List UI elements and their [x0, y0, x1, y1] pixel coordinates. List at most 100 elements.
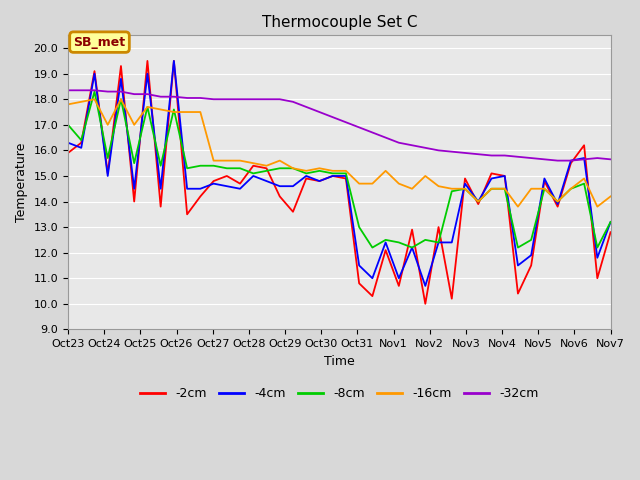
- -4cm: [342, 173, 349, 179]
- -4cm: [64, 140, 72, 145]
- -16cm: [250, 160, 257, 166]
- -2cm: [382, 247, 390, 253]
- -2cm: [210, 178, 218, 184]
- -4cm: [250, 173, 257, 179]
- -32cm: [541, 156, 548, 162]
- -32cm: [157, 94, 164, 99]
- -16cm: [157, 107, 164, 112]
- -16cm: [236, 158, 244, 164]
- -32cm: [223, 96, 230, 102]
- -2cm: [355, 280, 363, 286]
- -16cm: [223, 158, 230, 164]
- -8cm: [461, 186, 469, 192]
- Y-axis label: Temperature: Temperature: [15, 143, 28, 222]
- -8cm: [183, 166, 191, 171]
- -2cm: [369, 293, 376, 299]
- -2cm: [501, 173, 509, 179]
- -4cm: [104, 173, 111, 179]
- -2cm: [435, 224, 442, 230]
- -8cm: [77, 137, 85, 143]
- -16cm: [474, 199, 482, 204]
- -16cm: [104, 122, 111, 128]
- -8cm: [276, 166, 284, 171]
- -8cm: [104, 155, 111, 161]
- -8cm: [474, 199, 482, 204]
- -2cm: [514, 291, 522, 297]
- -8cm: [369, 245, 376, 251]
- -8cm: [422, 237, 429, 243]
- -32cm: [236, 96, 244, 102]
- -2cm: [541, 178, 548, 184]
- -8cm: [527, 237, 535, 243]
- Line: -4cm: -4cm: [68, 61, 611, 286]
- -4cm: [77, 145, 85, 151]
- -4cm: [514, 263, 522, 268]
- -2cm: [131, 199, 138, 204]
- -4cm: [408, 245, 416, 251]
- -2cm: [64, 150, 72, 156]
- -2cm: [143, 58, 151, 64]
- -4cm: [329, 173, 337, 179]
- -2cm: [250, 163, 257, 168]
- -4cm: [143, 71, 151, 77]
- -8cm: [448, 189, 456, 194]
- -2cm: [91, 68, 99, 74]
- -16cm: [276, 158, 284, 164]
- -16cm: [395, 181, 403, 187]
- -32cm: [461, 150, 469, 156]
- -8cm: [250, 170, 257, 176]
- -16cm: [554, 199, 561, 204]
- -32cm: [262, 96, 270, 102]
- -2cm: [329, 173, 337, 179]
- -16cm: [369, 181, 376, 187]
- -4cm: [554, 201, 561, 207]
- -2cm: [488, 170, 495, 176]
- -2cm: [474, 201, 482, 207]
- -2cm: [170, 58, 178, 64]
- -2cm: [223, 173, 230, 179]
- -16cm: [408, 186, 416, 192]
- -2cm: [316, 178, 323, 184]
- -8cm: [408, 245, 416, 251]
- -4cm: [157, 186, 164, 192]
- -16cm: [580, 176, 588, 181]
- -8cm: [554, 199, 561, 204]
- -2cm: [276, 193, 284, 199]
- -32cm: [488, 153, 495, 158]
- -4cm: [580, 155, 588, 161]
- -4cm: [131, 186, 138, 192]
- -32cm: [131, 91, 138, 97]
- -2cm: [236, 181, 244, 187]
- -8cm: [355, 224, 363, 230]
- -2cm: [117, 63, 125, 69]
- Line: -2cm: -2cm: [68, 61, 611, 304]
- -16cm: [342, 168, 349, 174]
- -32cm: [527, 155, 535, 161]
- -4cm: [567, 158, 575, 164]
- -8cm: [501, 186, 509, 192]
- -16cm: [514, 204, 522, 209]
- -32cm: [593, 155, 601, 161]
- -2cm: [422, 301, 429, 307]
- -2cm: [554, 204, 561, 209]
- -16cm: [289, 166, 297, 171]
- -4cm: [210, 181, 218, 187]
- -32cm: [77, 87, 85, 93]
- -4cm: [448, 240, 456, 245]
- Line: -16cm: -16cm: [68, 99, 611, 206]
- -32cm: [302, 104, 310, 110]
- -4cm: [223, 183, 230, 189]
- -4cm: [355, 263, 363, 268]
- -8cm: [488, 186, 495, 192]
- -32cm: [276, 96, 284, 102]
- -16cm: [448, 186, 456, 192]
- -32cm: [316, 109, 323, 115]
- -16cm: [64, 101, 72, 107]
- -32cm: [289, 99, 297, 105]
- -8cm: [593, 245, 601, 251]
- -32cm: [474, 151, 482, 157]
- Title: Thermocouple Set C: Thermocouple Set C: [262, 15, 417, 30]
- -32cm: [117, 89, 125, 95]
- -4cm: [289, 183, 297, 189]
- -2cm: [567, 160, 575, 166]
